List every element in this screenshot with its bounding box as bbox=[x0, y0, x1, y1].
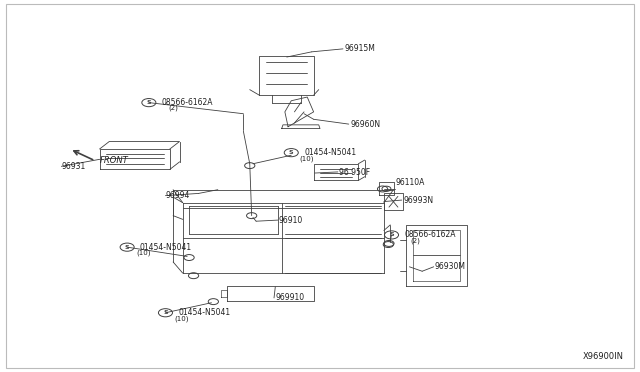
Text: (10): (10) bbox=[300, 155, 314, 162]
Text: 96994: 96994 bbox=[166, 191, 190, 200]
Text: 96110A: 96110A bbox=[396, 178, 425, 187]
Text: (10): (10) bbox=[137, 250, 151, 256]
Text: 01454-N5041: 01454-N5041 bbox=[140, 243, 192, 251]
Text: (2): (2) bbox=[168, 105, 178, 112]
Text: S: S bbox=[147, 100, 151, 105]
Text: 96915M: 96915M bbox=[344, 44, 375, 53]
Text: 969910: 969910 bbox=[275, 294, 305, 302]
Text: X96900IN: X96900IN bbox=[582, 352, 623, 361]
Text: S: S bbox=[289, 150, 294, 155]
Text: (2): (2) bbox=[411, 238, 420, 244]
Text: FRONT: FRONT bbox=[100, 155, 129, 164]
Text: 08566-6162A: 08566-6162A bbox=[162, 98, 213, 107]
Text: S: S bbox=[125, 245, 129, 250]
Text: 96910: 96910 bbox=[278, 216, 303, 225]
Text: (10): (10) bbox=[174, 315, 189, 321]
Text: 96931: 96931 bbox=[61, 162, 86, 171]
Text: 96 950F: 96 950F bbox=[339, 168, 371, 177]
Text: 01454-N5041: 01454-N5041 bbox=[304, 148, 356, 157]
Text: 96993N: 96993N bbox=[403, 196, 433, 205]
Text: 01454-N5041: 01454-N5041 bbox=[178, 308, 230, 317]
Text: 08566-6162A: 08566-6162A bbox=[404, 230, 456, 240]
Text: 96960N: 96960N bbox=[351, 121, 381, 129]
Text: S: S bbox=[389, 232, 394, 237]
Text: S: S bbox=[163, 310, 168, 315]
Text: 96930M: 96930M bbox=[435, 262, 466, 271]
